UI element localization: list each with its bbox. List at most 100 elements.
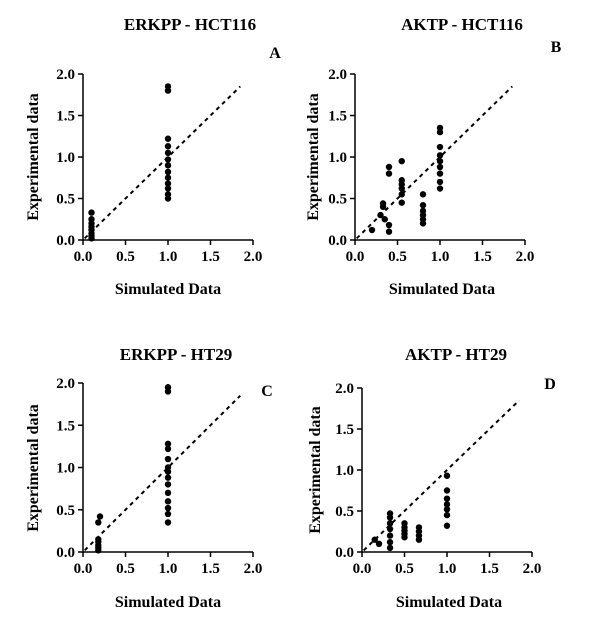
- x-tick-label: 0.0: [346, 249, 365, 265]
- scatter-panel: ERKPP - HT29 C 0.0 0.5 1.0 1.5 2.0 0.0 0.5 1.0 1.5…: [25, 345, 273, 611]
- x-tick-label: 0.5: [388, 249, 407, 265]
- data-point: [164, 481, 172, 488]
- x-axis-label: Simulated Data: [396, 594, 502, 611]
- data-point: [443, 487, 451, 494]
- data-point: [398, 177, 405, 184]
- data-point: [385, 228, 393, 235]
- data-point: [164, 498, 172, 505]
- data-point: [164, 162, 172, 169]
- data-point: [436, 152, 444, 159]
- data-point: [398, 157, 405, 165]
- x-tick-label: 1.0: [159, 249, 178, 265]
- data-point: [164, 384, 172, 391]
- data-point: [377, 211, 384, 219]
- data-point: [419, 201, 427, 209]
- y-axis-label: Experimental data: [25, 93, 42, 221]
- data-point: [95, 519, 102, 526]
- y-axis-label: Experimental data: [25, 404, 42, 532]
- x-tick-label: 2.0: [516, 249, 535, 265]
- y-tick-label: 0.5: [56, 503, 75, 519]
- data-point: [436, 178, 444, 186]
- data-point: [164, 168, 172, 176]
- data-point: [398, 191, 405, 198]
- chart-title: ERKPP - HCT116: [124, 15, 256, 34]
- scatter-panel: AKTP - HT29 D 0.0 0.5 1.0 1.5 2.0 0.0 0.5 1.0 1.5 2…: [307, 345, 556, 611]
- x-tick-label: 0.0: [74, 561, 93, 577]
- scatter-panel: ERKPP - HCT116 A 0.0 0.5 1.0 1.5 2.0 0.0 0.5 1.0 1…: [25, 15, 281, 298]
- data-point: [164, 191, 172, 198]
- data-point: [96, 513, 104, 520]
- data-point: [164, 83, 172, 90]
- data-point: [164, 474, 172, 481]
- data-point: [375, 540, 383, 547]
- x-tick-label: 0.5: [116, 561, 135, 577]
- y-tick-label: 1.0: [56, 150, 75, 166]
- y-tick-label: 0.5: [56, 192, 75, 208]
- data-point: [164, 519, 172, 526]
- data-point: [95, 536, 102, 543]
- data-point: [443, 511, 451, 519]
- data-point: [371, 536, 378, 543]
- data-point: [368, 226, 376, 234]
- y-tick-label: 1.5: [328, 109, 347, 125]
- data-point: [419, 207, 427, 215]
- data-point: [164, 174, 172, 181]
- data-point: [164, 464, 172, 471]
- x-tick-label: 0.5: [116, 249, 135, 265]
- data-point: [164, 510, 172, 518]
- panel-letter: D: [544, 376, 556, 393]
- data-point: [436, 124, 444, 132]
- data-point: [415, 524, 423, 531]
- data-point: [443, 501, 451, 508]
- x-tick-label: 0.0: [353, 561, 372, 577]
- x-tick-label: 0.5: [395, 561, 414, 577]
- panel-letter: B: [551, 39, 562, 56]
- panel-letter: C: [261, 383, 273, 400]
- data-point: [386, 538, 394, 546]
- data-point: [386, 510, 394, 517]
- data-point: [386, 544, 394, 552]
- x-tick-label: 1.5: [473, 249, 492, 265]
- x-tick-label: 1.5: [201, 561, 220, 577]
- y-tick-label: 0.0: [335, 545, 354, 561]
- data-point: [164, 149, 172, 157]
- y-tick-label: 0.0: [56, 233, 75, 249]
- data-point: [419, 191, 427, 198]
- data-point: [164, 143, 172, 150]
- x-axis-label: Simulated Data: [389, 281, 495, 298]
- data-point: [436, 185, 444, 192]
- y-tick-label: 2.0: [335, 381, 354, 397]
- data-point: [385, 163, 393, 171]
- y-axis-label: Experimental data: [307, 406, 324, 534]
- y-tick-label: 0.5: [335, 504, 354, 520]
- x-tick-label: 0.0: [74, 249, 93, 265]
- x-axis-label: Simulated Data: [115, 281, 221, 298]
- y-tick-label: 0.0: [328, 233, 347, 249]
- chart-title: AKTP - HCT116: [401, 15, 523, 34]
- y-tick-label: 1.5: [335, 422, 354, 438]
- data-point: [88, 216, 95, 223]
- data-point: [436, 170, 444, 177]
- scatter-panel: AKTP - HCT116 B 0.0 0.5 1.0 1.5 2.0 0.0 0.5 1.0 1.…: [305, 15, 562, 298]
- panel-letter: A: [269, 45, 281, 62]
- data-point: [401, 520, 408, 527]
- data-point: [164, 185, 172, 192]
- x-tick-label: 1.0: [159, 561, 178, 577]
- data-point: [164, 455, 172, 463]
- chart-title: AKTP - HT29: [405, 345, 507, 364]
- y-tick-label: 1.0: [56, 461, 75, 477]
- data-point: [88, 209, 95, 216]
- data-point: [379, 200, 387, 207]
- data-point: [164, 504, 172, 512]
- data-point: [164, 156, 172, 163]
- x-tick-label: 2.0: [244, 249, 263, 265]
- y-tick-label: 0.0: [56, 545, 75, 561]
- data-point: [164, 135, 172, 142]
- data-point: [164, 180, 172, 187]
- data-point: [386, 532, 394, 539]
- data-point: [443, 506, 451, 513]
- y-tick-label: 0.5: [328, 192, 347, 208]
- data-point: [436, 143, 444, 151]
- chart-title: ERKPP - HT29: [120, 345, 232, 364]
